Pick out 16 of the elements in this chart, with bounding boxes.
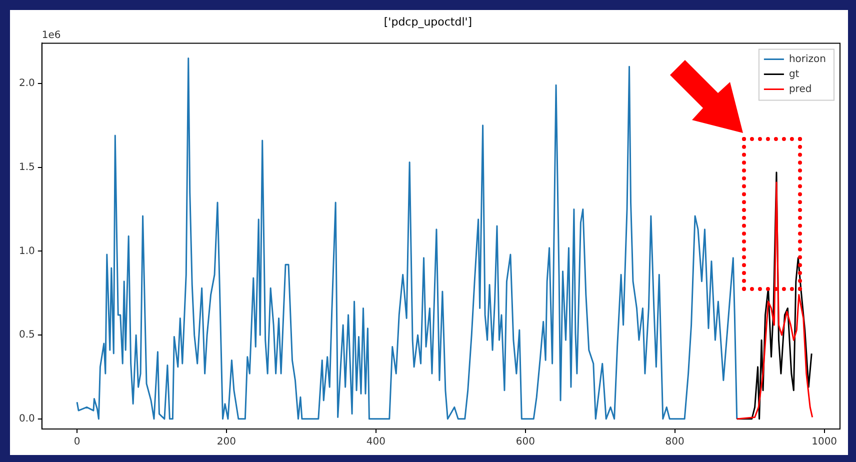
x-tick-label: 600 <box>516 436 535 448</box>
x-tick-label: 1000 <box>812 436 838 448</box>
x-tick-label: 0 <box>74 436 80 448</box>
text: 1e6 <box>42 30 61 41</box>
x-tick-label: 400 <box>366 436 386 448</box>
y-tick-label: 0.5 <box>18 330 35 341</box>
chart-title: ['pdcp_upoctdl'] <box>384 15 472 28</box>
y-tick-label: 2.0 <box>18 78 35 90</box>
legend-label: gt <box>788 68 800 80</box>
y-tick-label: 1.5 <box>18 162 35 173</box>
y-tick-label: 1.0 <box>18 246 35 257</box>
legend-label: pred <box>788 84 812 95</box>
x-tick-label: 200 <box>216 436 236 448</box>
y-tick-label: 0.0 <box>18 414 35 425</box>
legend-label: horizon <box>788 54 826 65</box>
x-tick-label: 800 <box>665 436 684 448</box>
